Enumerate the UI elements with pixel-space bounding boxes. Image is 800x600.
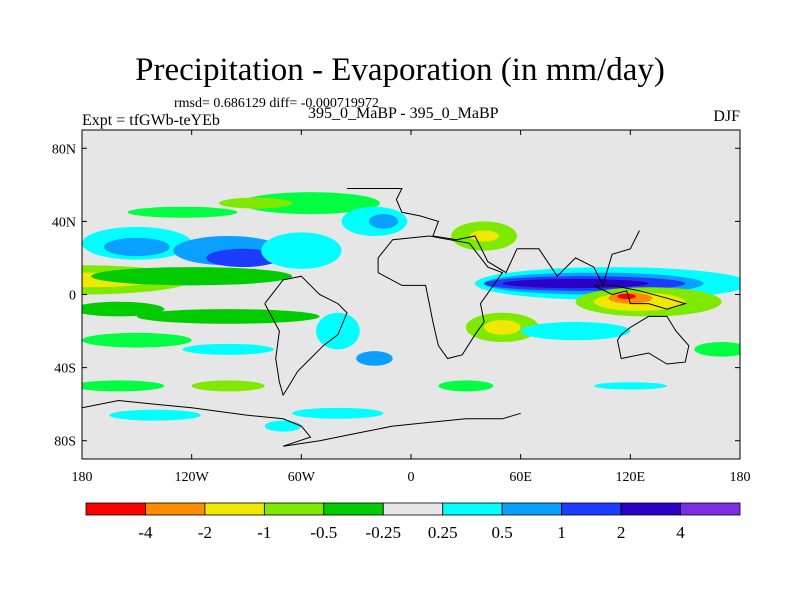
- colorbar-swatch-3: [263, 502, 325, 516]
- contour-blob-33: [191, 380, 265, 392]
- colorbar-label-2: -1: [257, 523, 271, 542]
- colorbar-label-5: 0.25: [428, 523, 458, 542]
- contour-blob-27: [520, 321, 631, 341]
- contour-blob-29: [182, 343, 274, 355]
- lat-tick-label-3: 40S: [54, 362, 76, 377]
- contour-blob-10: [241, 192, 380, 215]
- colorbar-label-8: 2: [617, 523, 626, 542]
- colorbar-swatch-7: [501, 502, 563, 516]
- colorbar-label-9: 4: [676, 523, 685, 542]
- lon-tick-label-2: 60W: [288, 470, 316, 485]
- contour-blob-31: [356, 351, 393, 366]
- colorbar-swatch-0: [85, 502, 146, 516]
- coastline-3: [377, 235, 504, 360]
- lat-tick-label-4: 80S: [54, 435, 76, 450]
- colorbar-swatch-5: [382, 502, 444, 516]
- coastline-1: [347, 188, 640, 287]
- lon-tick-label-6: 180: [730, 470, 751, 485]
- experiment-label: Expt = tfGWb-teYEb: [82, 112, 220, 129]
- contour-blob-8: [206, 248, 280, 268]
- contour-blob-36: [109, 409, 201, 421]
- colorbar-swatch-2: [204, 502, 265, 516]
- colorbar-swatch-10: [680, 502, 741, 516]
- coastline-5: [593, 284, 687, 310]
- contour-blob-32: [82, 380, 165, 392]
- coastline-4: [616, 315, 690, 365]
- contour-blob-11: [219, 197, 293, 209]
- lon-tick-label-1: 120W: [175, 470, 210, 485]
- colorbar-label-3: -0.5: [310, 523, 337, 542]
- contour-blob-35: [593, 382, 667, 390]
- contour-blob-24: [617, 293, 636, 300]
- lat-tick-label-1: 40N: [52, 215, 76, 230]
- lon-tick-label-3: 0: [408, 470, 415, 485]
- contour-blob-12: [127, 206, 238, 218]
- contour-blob-9: [261, 232, 342, 269]
- contour-blob-28: [82, 332, 192, 348]
- colorbar-label-7: 1: [557, 523, 566, 542]
- contour-blob-30: [315, 312, 360, 350]
- coastline-2: [264, 275, 348, 397]
- contour-blob-2: [91, 267, 293, 286]
- lon-tick-label-4: 60E: [509, 470, 532, 485]
- lon-tick-label-5: 120E: [616, 470, 646, 485]
- coastlines: [82, 188, 690, 447]
- comparison-label: 395_0_MaBP - 395_0_MaBP: [308, 105, 499, 122]
- colorbar-label-6: 0.5: [492, 523, 513, 542]
- contour-blob-14: [368, 214, 399, 229]
- contour-blob-26: [484, 320, 521, 335]
- contour-blob-37: [292, 407, 384, 419]
- lat-tick-label-0: 80N: [52, 142, 76, 157]
- contour-blob-34: [438, 380, 494, 392]
- colorbar-label-0: -4: [138, 523, 153, 542]
- colorbar-swatch-1: [145, 502, 206, 516]
- contour-blob-6: [103, 237, 170, 257]
- colorbar-swatch-9: [620, 502, 681, 516]
- season-label: DJF: [713, 108, 740, 125]
- colorbar-label-4: -0.25: [366, 523, 401, 542]
- contour-blob-39: [694, 342, 740, 357]
- contour-blob-20: [502, 278, 649, 289]
- map-axes: 80N 40N 0 40S 80S 180 120W 60W 0 60E 120E 180: [52, 130, 751, 485]
- colorbar-label-1: -2: [198, 523, 212, 542]
- colorbar-swatch-8: [561, 502, 622, 516]
- colorbar-swatch-6: [442, 502, 503, 516]
- coastline-0: [82, 399, 521, 447]
- colorbar: -4 -2 -1 -0.5 -0.25 0.25 0.5 1 2 4: [85, 502, 741, 542]
- lon-tick-label-0: 180: [72, 470, 93, 485]
- figure-title: Precipitation - Evaporation (in mm/day): [135, 52, 665, 88]
- contour-blob-3: [82, 301, 165, 317]
- stats-line: rmsd= 0.686129 diff= -0.000719972: [174, 96, 379, 111]
- contour-blob-38: [264, 420, 302, 432]
- lat-tick-label-2: 0: [69, 289, 76, 304]
- colorbar-swatch-4: [323, 502, 384, 516]
- contour-blob-4: [136, 309, 320, 324]
